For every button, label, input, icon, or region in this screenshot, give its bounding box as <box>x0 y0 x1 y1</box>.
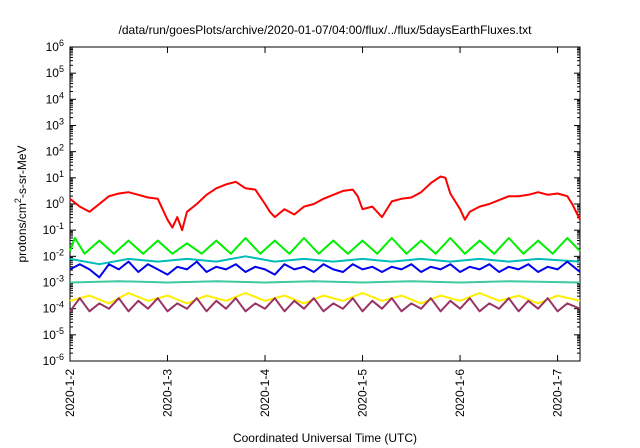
y-tick-label-base: 10 <box>46 145 60 159</box>
y-tick-label: 100 <box>46 195 64 211</box>
series-lines <box>69 175 581 313</box>
y-tick-label-base: 10 <box>43 223 57 237</box>
y-axis: 10-610-510-410-310-210-11001011021031041… <box>43 38 580 368</box>
series-line-teal <box>69 280 581 284</box>
x-tick-label: 2020-1-5 <box>356 369 370 417</box>
x-tick-label: 2020-1-3 <box>161 369 175 417</box>
y-axis-label-part-1: protons/cm <box>15 203 29 262</box>
y-tick-label-base: 10 <box>43 302 57 316</box>
plot-frame <box>69 46 581 362</box>
y-tick-label-exponent: -3 <box>56 274 64 284</box>
series-line-yellow <box>69 292 581 305</box>
y-tick-label: 10-1 <box>43 221 64 237</box>
y-axis-label: protons/cm2-s-sr-MeV <box>13 145 29 262</box>
y-tick-label-base: 10 <box>43 354 57 368</box>
y-tick-label-exponent: 6 <box>59 38 64 48</box>
y-tick-label: 104 <box>46 90 64 106</box>
y-tick-label-exponent: -2 <box>56 247 64 257</box>
x-tick-label: 2020-1-7 <box>551 369 565 417</box>
y-tick-label: 102 <box>46 143 64 159</box>
x-tick-label: 2020-1-4 <box>258 369 272 417</box>
x-axis: 2020-1-2 2020-1-3 2020-1-4 2020-1-5 2020-1-6… <box>63 47 565 417</box>
y-tick-label: 10-6 <box>43 352 64 368</box>
series-line-cyan <box>69 255 581 266</box>
y-tick-label-base: 10 <box>46 119 60 133</box>
y-tick-label-exponent: 0 <box>59 195 64 205</box>
y-tick-label-base: 10 <box>46 92 60 106</box>
y-tick-label-exponent: -5 <box>56 326 64 336</box>
y-tick-label: 10-4 <box>43 300 64 316</box>
series-line-purple <box>69 297 581 313</box>
y-tick-label: 10-5 <box>43 326 64 342</box>
y-tick-label-exponent: 4 <box>59 90 64 100</box>
y-tick-label-exponent: 2 <box>59 143 64 153</box>
y-tick-label-base: 10 <box>46 197 60 211</box>
y-tick-label-exponent: -4 <box>56 300 64 310</box>
y-tick-label-base: 10 <box>46 171 60 185</box>
y-tick-label: 106 <box>46 38 64 54</box>
y-tick-label: 101 <box>46 169 64 185</box>
y-axis-label-part-2: -s-sr-MeV <box>15 145 29 198</box>
y-axis-label-sup: 2 <box>13 198 23 203</box>
series-line-green <box>69 237 581 255</box>
y-tick-label-base: 10 <box>46 40 60 54</box>
y-tick-label-exponent: -6 <box>56 352 64 362</box>
y-tick-label-base: 10 <box>46 66 60 80</box>
y-tick-label: 103 <box>46 117 64 133</box>
y-tick-label-base: 10 <box>43 328 57 342</box>
x-tick-label: 2020-1-6 <box>453 369 467 417</box>
y-tick-label: 105 <box>46 64 64 80</box>
chart-title: /data/run/goesPlots/archive/2020-01-07/0… <box>119 23 533 37</box>
x-tick-label: 2020-1-2 <box>63 369 77 417</box>
y-tick-label-exponent: 3 <box>59 117 64 127</box>
y-tick-label-base: 10 <box>43 276 57 290</box>
y-tick-label-exponent: -1 <box>56 221 64 231</box>
y-tick-label: 10-2 <box>43 247 64 263</box>
x-axis-label: Coordinated Universal Time (UTC) <box>233 431 417 445</box>
y-tick-label-exponent: 5 <box>59 64 64 74</box>
series-line-red <box>69 175 581 232</box>
y-tick-label-exponent: 1 <box>59 169 64 179</box>
series-line-blue <box>69 260 581 279</box>
y-tick-label-base: 10 <box>43 249 57 263</box>
y-tick-label: 10-3 <box>43 274 64 290</box>
